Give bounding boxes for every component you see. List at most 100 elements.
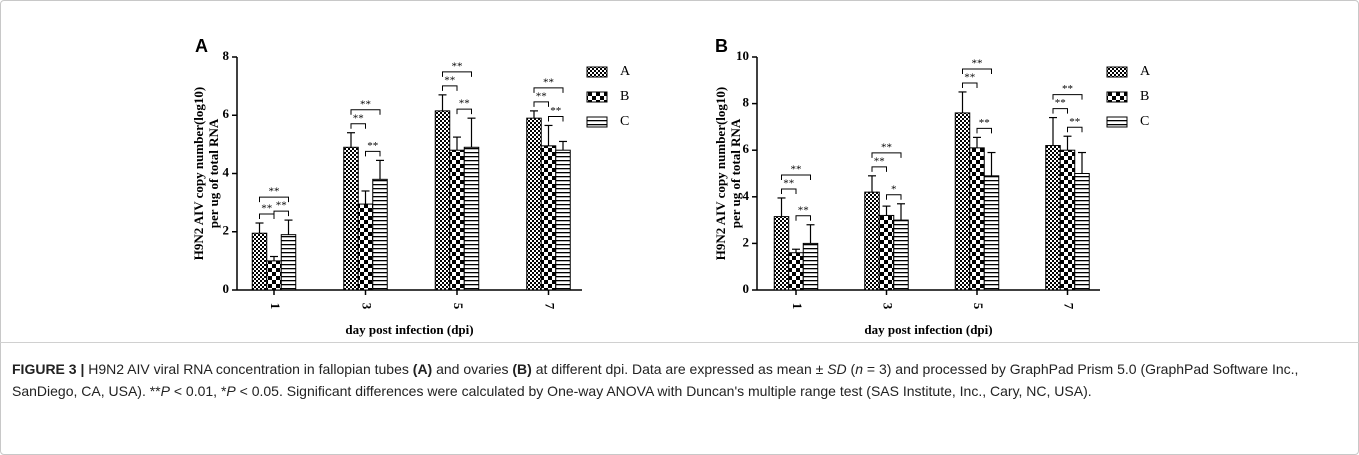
significance-bracket — [259, 196, 289, 203]
error-bar — [270, 255, 278, 261]
significance-bracket — [1067, 126, 1083, 133]
significance-label: ** — [276, 200, 287, 212]
significance-label: ** — [791, 163, 802, 175]
panel-label: A — [195, 36, 208, 56]
bar — [969, 147, 985, 291]
error-bar — [868, 175, 876, 193]
significance-label: * — [891, 183, 897, 195]
x-tick-label: 5 — [971, 303, 986, 310]
significance-bracket — [781, 174, 811, 180]
error-bar — [792, 248, 800, 253]
error-bar — [347, 132, 355, 148]
legend-swatch — [586, 66, 608, 78]
bar — [372, 178, 388, 291]
legend-swatch — [1106, 66, 1128, 78]
caption-text: ( — [846, 361, 856, 377]
significance-label: ** — [360, 98, 371, 110]
error-bar — [438, 94, 447, 111]
significance-label: ** — [269, 186, 280, 198]
error-bar — [973, 136, 981, 148]
error-bar — [544, 124, 553, 146]
significance-label: ** — [881, 141, 892, 153]
caption-text: and ovaries — [432, 361, 513, 377]
significance-bracket — [273, 210, 289, 217]
significance-bracket — [962, 82, 978, 88]
legend-label: B — [620, 89, 629, 104]
legend-swatch — [586, 116, 608, 128]
significance-label: ** — [1069, 116, 1080, 128]
panel-label: B — [715, 36, 728, 56]
error-bar — [987, 151, 996, 176]
caption-text: at different dpi. Data are expressed as … — [531, 361, 828, 377]
bar — [434, 110, 451, 291]
significance-bracket — [442, 85, 458, 91]
significance-label: ** — [543, 76, 554, 88]
significance-label: ** — [964, 71, 975, 83]
y-tick-label: 4 — [223, 164, 230, 179]
caption: FIGURE 3 | H9N2 AIV viral RNA concentrat… — [12, 358, 1347, 402]
legend-label: B — [1140, 89, 1149, 104]
y-tick-label: 0 — [743, 281, 750, 296]
error-bar — [453, 136, 461, 151]
y-tick-label: 0 — [223, 281, 230, 296]
bar — [983, 175, 1000, 291]
bar — [1059, 149, 1076, 291]
significance-label: ** — [459, 98, 470, 110]
significance-label: ** — [367, 140, 378, 152]
bar — [266, 260, 282, 291]
bar — [1074, 173, 1090, 291]
error-bar — [530, 110, 538, 119]
error-bar — [897, 203, 905, 221]
bar — [788, 252, 804, 291]
significance-bracket — [350, 123, 366, 129]
legend-swatch — [1106, 91, 1128, 103]
y-tick-label: 6 — [743, 141, 750, 156]
legend-swatch — [1106, 116, 1128, 128]
significance-bracket — [442, 71, 472, 77]
y-tick-label: 10 — [736, 48, 749, 63]
caption-text: SD — [827, 361, 847, 377]
bar — [526, 117, 542, 291]
significance-label: ** — [972, 57, 983, 69]
error-bar — [255, 222, 264, 234]
bar — [954, 112, 971, 291]
significance-bracket — [781, 188, 797, 194]
significance-label: ** — [550, 105, 561, 117]
significance-label: ** — [444, 74, 455, 86]
error-bar — [467, 117, 476, 148]
error-bar — [882, 205, 891, 216]
error-bar — [376, 159, 384, 180]
caption-text: H9N2 AIV viral RNA concentration in fall… — [84, 361, 413, 377]
significance-label: ** — [353, 112, 364, 124]
y-axis-label: per ug of total RNA — [728, 118, 743, 228]
error-bar — [777, 197, 786, 217]
caption-text: (B) — [512, 361, 532, 377]
bar — [864, 191, 880, 291]
y-tick-label: 6 — [223, 106, 230, 121]
legend-label: A — [1140, 64, 1151, 79]
x-tick-label: 3 — [360, 303, 375, 310]
error-bar — [361, 190, 370, 205]
bar — [463, 146, 480, 291]
y-tick-label: 8 — [743, 95, 750, 110]
caption-text: < 0.01, * — [169, 383, 227, 399]
y-tick-label: 4 — [743, 188, 750, 203]
significance-label: ** — [452, 60, 463, 72]
significance-label: ** — [874, 155, 885, 167]
x-tick-label: 3 — [881, 303, 896, 310]
error-bar — [559, 140, 567, 151]
y-tick-label: 8 — [223, 48, 230, 63]
bar — [1045, 145, 1061, 291]
significance-label: ** — [979, 117, 990, 129]
bar — [773, 216, 790, 291]
y-tick-label: 2 — [743, 234, 750, 249]
significance-label: ** — [1062, 83, 1073, 95]
bar — [878, 214, 895, 291]
significance-bracket — [795, 215, 811, 221]
significance-bracket — [976, 127, 992, 134]
significance-bracket — [259, 213, 275, 220]
bar — [555, 149, 571, 291]
y-axis-label: H9N2 AIV copy number(log10) — [713, 87, 728, 260]
legend-label: C — [1140, 114, 1149, 129]
error-bar — [806, 224, 815, 244]
